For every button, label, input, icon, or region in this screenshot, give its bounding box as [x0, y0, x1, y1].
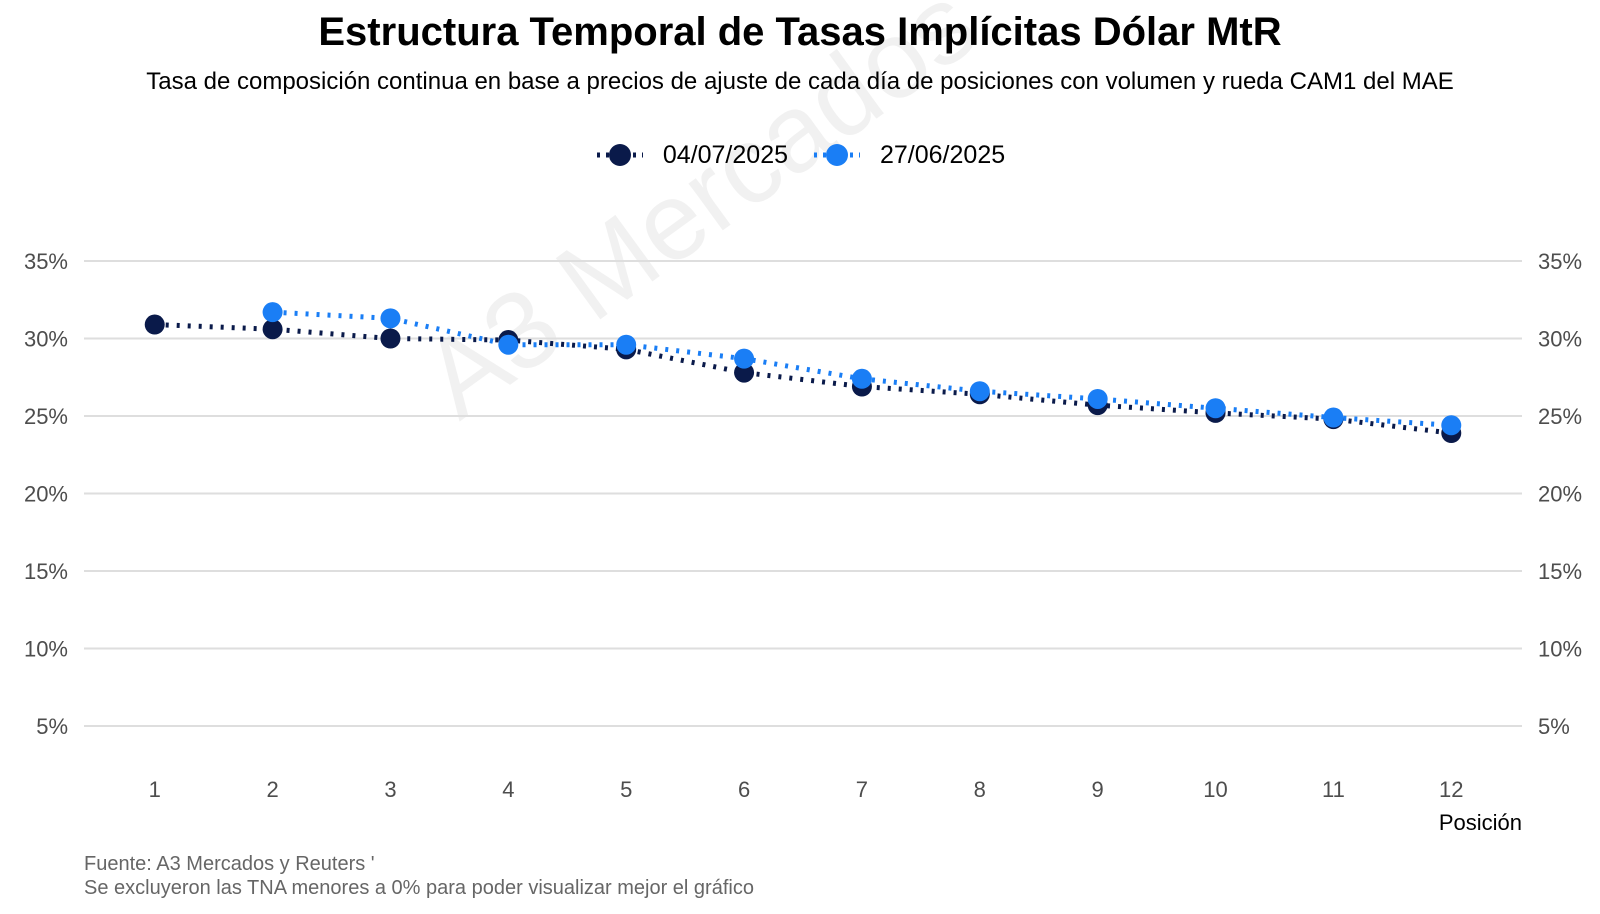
data-point-series-2: [380, 308, 401, 329]
y-tick-label-right: 5%: [1538, 714, 1570, 739]
x-tick-label: 4: [502, 777, 514, 802]
data-point-series-2: [1087, 388, 1108, 409]
data-point-series-2: [498, 334, 519, 355]
data-point-series-2: [1205, 398, 1226, 419]
chart-subtitle: Tasa de composición continua en base a p…: [146, 68, 1454, 95]
source-note: Fuente: A3 Mercados y Reuters ': [84, 853, 375, 875]
y-tick-label-right: 10%: [1538, 637, 1582, 662]
exclusion-note: Se excluyeron las TNA menores a 0% para …: [84, 877, 754, 899]
legend-item-series-2: 27/06/2025: [812, 140, 1005, 170]
legend-key-series-1: [596, 144, 643, 166]
y-tick-label-right: 25%: [1538, 404, 1582, 429]
legend-item-series-1: 04/07/2025: [595, 140, 788, 170]
y-tick-label-right: 35%: [1538, 249, 1582, 274]
y-tick-label-right: 20%: [1538, 482, 1582, 507]
y-tick-label-right: 15%: [1538, 559, 1582, 584]
data-point-series-2: [616, 334, 637, 355]
x-axis-title: Posición: [1439, 810, 1522, 835]
x-tick-label: 7: [856, 777, 868, 802]
data-point-series-2: [969, 381, 990, 402]
data-point-series-2: [1323, 407, 1344, 428]
data-point-series-2: [1441, 415, 1462, 436]
data-point-series-1: [262, 319, 283, 340]
series-line-1: [154, 322, 1452, 436]
y-tick-label-left: 30%: [24, 327, 68, 352]
x-tick-label: 12: [1439, 777, 1463, 802]
series-line-2: [272, 309, 1452, 428]
data-point-series-2: [851, 368, 872, 389]
x-tick-label: 9: [1092, 777, 1104, 802]
x-tick-label: 1: [149, 777, 161, 802]
legend-key-series-2: [814, 144, 860, 166]
x-tick-label: 10: [1203, 777, 1227, 802]
chart-title: Estructura Temporal de Tasas Implícitas …: [318, 10, 1282, 54]
y-tick-label-left: 35%: [24, 249, 68, 274]
x-tick-label: 2: [266, 777, 278, 802]
legend-label-series-2: 27/06/2025: [880, 140, 1006, 169]
y-tick-label-left: 25%: [24, 404, 68, 429]
legend: 04/07/2025 27/06/2025: [0, 140, 1600, 170]
data-point-series-1: [734, 362, 755, 383]
y-tick-label-left: 20%: [24, 482, 68, 507]
x-tick-label: 11: [1322, 777, 1345, 802]
y-tick-label-right: 30%: [1538, 327, 1582, 352]
y-tick-label-left: 10%: [24, 637, 68, 662]
y-tick-label-left: 5%: [36, 714, 68, 739]
x-tick-label: 3: [384, 777, 396, 802]
x-tick-label: 5: [620, 777, 632, 802]
x-tick-label: 8: [974, 777, 986, 802]
footnotes: Fuente: A3 Mercados y Reuters ' Se exclu…: [84, 852, 754, 900]
y-tick-label-left: 15%: [24, 559, 68, 584]
data-point-series-2: [262, 302, 283, 323]
data-point-series-2: [734, 348, 755, 369]
data-point-series-1: [380, 328, 401, 349]
x-tick-label: 6: [738, 777, 750, 802]
legend-label-series-1: 04/07/2025: [662, 140, 788, 169]
data-point-series-1: [144, 314, 165, 335]
